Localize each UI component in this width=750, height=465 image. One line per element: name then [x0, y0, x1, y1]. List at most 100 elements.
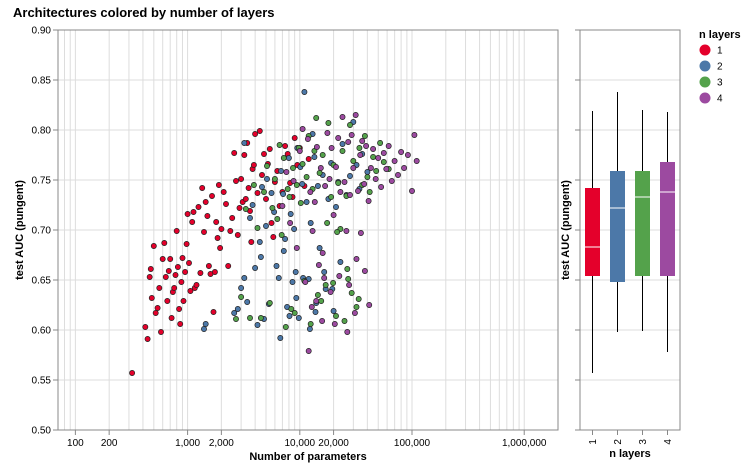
scatter-point-layers-1	[256, 128, 263, 134]
scatter-point-layers-4	[313, 298, 320, 304]
scatter-point-layers-4	[321, 275, 328, 281]
scatter-point-layers-2	[347, 173, 353, 179]
scatter-point-layers-4	[378, 184, 385, 190]
scatter-point-layers-1	[252, 131, 259, 137]
scatter-point-layers-1	[167, 256, 174, 262]
scatter-point-layers-4	[350, 165, 357, 171]
scatter-point-layers-2	[301, 89, 308, 95]
y-axis-title: test AUC (pungent)	[14, 180, 26, 280]
scatter-point-layers-4	[327, 289, 334, 295]
scatter-point-layers-1	[231, 150, 238, 156]
scatter-point-layers-1	[189, 219, 196, 225]
scatter-point-layers-2	[234, 306, 241, 312]
scatter-point-layers-4	[326, 176, 333, 182]
scatter-point-layers-4	[305, 348, 312, 354]
scatter-point-layers-1	[197, 270, 204, 276]
scatter-point-layers-3	[364, 174, 371, 180]
scatter-point-layers-2	[252, 265, 259, 271]
scatter-point-layers-1	[227, 228, 234, 234]
scatter-point-layers-3	[373, 168, 380, 174]
scatter-point-layers-4	[346, 282, 353, 288]
box-x-tick-label: 4	[663, 439, 674, 445]
scatter-point-layers-3	[269, 205, 276, 211]
scatter-point-layers-1	[183, 241, 190, 247]
scatter-point-layers-4	[317, 165, 324, 171]
scatter-point-layers-4	[319, 250, 326, 256]
scatter-point-layers-1	[204, 213, 211, 219]
scatter-point-layers-4	[359, 138, 366, 144]
scatter-point-layers-1	[245, 185, 252, 191]
scatter-point-layers-4	[335, 135, 342, 141]
scatter-point-layers-1	[129, 370, 136, 376]
box-layers-4	[660, 162, 675, 276]
scatter-point-layers-2	[282, 236, 289, 242]
scatter-point-layers-2	[249, 202, 256, 208]
legend-swatch-4	[699, 92, 711, 104]
scatter-point-layers-4	[324, 130, 331, 136]
scatter-point-layers-1	[238, 176, 245, 182]
scatter-point-layers-2	[277, 335, 284, 341]
scatter-point-layers-2	[307, 220, 314, 226]
scatter-point-layers-3	[339, 148, 346, 154]
scatter-point-layers-4	[351, 310, 358, 316]
scatter-point-layers-1	[205, 263, 212, 269]
scatter-point-layers-2	[289, 279, 296, 285]
scatter-point-layers-1	[148, 295, 155, 301]
scatter-point-layers-3	[344, 266, 351, 272]
scatter-point-layers-2	[280, 191, 287, 197]
scatter-point-layers-2	[244, 299, 251, 305]
scatter-point-layers-4	[315, 262, 322, 268]
scatter-point-layers-1	[172, 272, 179, 278]
scatter-point-layers-4	[409, 188, 415, 194]
scatter-point-layers-1	[236, 205, 243, 211]
scatter-point-layers-1	[193, 282, 200, 288]
scatter-point-layers-3	[350, 158, 357, 164]
scatter-point-layers-3	[266, 300, 273, 306]
legend-swatch-3	[699, 76, 711, 88]
scatter-point-layers-1	[178, 279, 185, 285]
scatter-point-layers-2	[337, 259, 344, 265]
scatter-point-layers-3	[325, 120, 332, 126]
scatter-ticks: 0.50 0.55 0.60 0.65 0.70 0.75 0.80 0.85 0.90 100 2…	[32, 26, 547, 450]
scatter-point-layers-3	[250, 182, 257, 188]
scatter-point-layers-4	[287, 220, 294, 226]
scatter-point-layers-2	[286, 313, 293, 319]
scatter-point-layers-3	[276, 142, 283, 148]
scatter-point-layers-4	[352, 112, 359, 118]
scatter-point-layers-1	[156, 285, 163, 291]
scatter-point-layers-3	[238, 294, 245, 300]
scatter-point-layers-4	[370, 146, 377, 152]
scatter-point-layers-3	[356, 145, 363, 151]
scatter-point-layers-3	[377, 140, 384, 146]
scatter-point-layers-1	[217, 245, 224, 251]
scatter-point-layers-4	[355, 188, 361, 194]
scatter-point-layers-4	[328, 145, 335, 151]
scatter-point-layers-1	[152, 310, 159, 316]
scatter-point-layers-4	[307, 189, 314, 195]
scatter-point-layers-4	[391, 158, 398, 164]
scatter-point-layers-3	[247, 315, 253, 321]
scatter-point-layers-1	[154, 305, 161, 311]
scatter-point-layers-4	[322, 183, 329, 189]
scatter-point-layers-3	[261, 189, 267, 195]
scatter-point-layers-4	[380, 150, 387, 156]
scatter-point-layers-3	[330, 280, 337, 286]
scatter-point-layers-3	[290, 165, 296, 171]
scatter-point-layers-1	[268, 220, 275, 226]
x-tick-label: 100	[67, 438, 84, 449]
scatter-point-layers-3	[293, 182, 300, 188]
scatter-point-layers-3	[284, 186, 291, 192]
scatter-point-layers-1	[305, 156, 312, 162]
scatter-point-layers-4	[357, 152, 364, 158]
scatter-point-layers-4	[319, 318, 326, 324]
scatter-point-layers-2	[306, 326, 313, 332]
scatter-point-layers-1	[220, 189, 227, 195]
scatter-point-layers-1	[254, 190, 261, 196]
y-tick-label: 0.75	[32, 176, 52, 187]
box-layers-2	[610, 171, 625, 282]
scatter-point-layers-1	[250, 162, 257, 168]
scatter-point-layers-4	[361, 268, 368, 274]
scatter-point-layers-2	[275, 275, 282, 281]
scatter-point-layers-3	[316, 170, 323, 176]
scatter-point-layers-3	[242, 206, 249, 212]
